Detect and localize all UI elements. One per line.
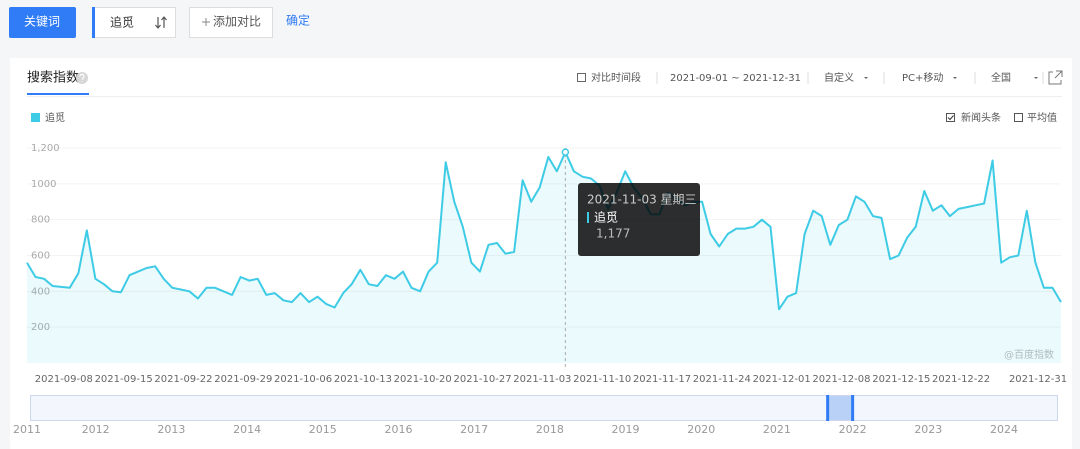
navigator-tick-label: 2021	[763, 423, 791, 436]
caret	[864, 77, 868, 79]
device-dropdown[interactable]: PC+移动	[902, 71, 943, 84]
navigator-tick-label: 2018	[536, 423, 564, 436]
y-tick-label: 600	[31, 251, 50, 262]
share-icon[interactable]	[1048, 70, 1063, 85]
tooltip-swatch	[587, 212, 589, 223]
caret	[953, 77, 957, 79]
navigator-tick-label: 2019	[612, 423, 640, 436]
average-label[interactable]: 平均值	[1027, 111, 1057, 124]
x-tick-label: 2021-11-24	[693, 374, 751, 385]
x-tick-label: 2021-10-06	[274, 374, 332, 385]
keyword-button-label[interactable]: 关键词	[24, 15, 60, 29]
date-range[interactable]: 2021-09-01 ~ 2021-12-31	[670, 73, 801, 84]
news-label[interactable]: 新闻头条	[961, 111, 1001, 124]
navigator-tick-label: 2011	[13, 423, 41, 436]
x-tick-label: 2021-11-17	[633, 374, 691, 385]
confirm-link[interactable]: 确定	[286, 13, 310, 28]
sort-icon[interactable]	[155, 16, 167, 29]
navigator-tick-label: 2020	[687, 423, 715, 436]
tooltip-title: 2021-11-03 星期三	[587, 193, 697, 207]
navigator-handle[interactable]	[826, 395, 830, 421]
tooltip-series: 追觅	[594, 210, 618, 225]
navigator-tick-label: 2022	[839, 423, 867, 436]
plus-icon	[202, 18, 210, 26]
keyword-text[interactable]: 追觅	[110, 15, 134, 30]
input-accent	[92, 7, 95, 38]
navigator-tick-label: 2013	[157, 423, 185, 436]
compare-checkbox[interactable]	[577, 73, 586, 82]
navigator-tick-label: 2017	[460, 423, 488, 436]
navigator-tick-label: 2016	[384, 423, 412, 436]
legend-label: 追觅	[45, 111, 65, 124]
watermark: @百度指数	[1004, 348, 1054, 361]
custom-dropdown[interactable]: 自定义	[824, 71, 854, 84]
plot: 200 400 600 800 1000 1,200 2021-09-08 2021-09-1…	[13, 111, 1067, 436]
navigator-selection	[827, 396, 853, 420]
tooltip-value: 1,177	[596, 227, 630, 241]
navigator	[30, 395, 1058, 421]
y-tick-label: 1000	[31, 179, 56, 190]
checkmark	[947, 115, 954, 121]
y-tick-label: 400	[31, 286, 50, 297]
x-tick-label: 2021-09-22	[154, 374, 212, 385]
x-tick-label: 2021-09-08	[35, 374, 93, 385]
compare-label[interactable]: 对比时间段	[591, 71, 641, 84]
help-glyph	[79, 73, 85, 82]
x-tick-label: 2021-12-22	[932, 374, 990, 385]
navigator-tick-label: 2014	[233, 423, 261, 436]
y-tick-label: 1,200	[31, 143, 60, 154]
tab-title[interactable]: 搜索指数	[27, 71, 79, 86]
tooltip-box	[578, 183, 700, 256]
keyword-input[interactable]	[92, 7, 176, 38]
keyword-button[interactable]	[9, 7, 76, 38]
x-tick-label: 2021-12-08	[812, 374, 870, 385]
news-checkbox[interactable]	[946, 113, 955, 122]
x-tick-label: 2021-12-15	[872, 374, 930, 385]
navigator-tick-label: 2024	[990, 423, 1018, 436]
x-tick-label: 2021-11-10	[573, 374, 631, 385]
navigator-tick-label: 2015	[309, 423, 337, 436]
hover-point	[561, 148, 570, 156]
x-tick-label: 2021-12-31	[1009, 374, 1067, 385]
navigator-handle[interactable]	[851, 395, 855, 421]
x-tick-label: 2021-12-01	[753, 374, 811, 385]
area-fill	[27, 152, 1061, 363]
y-tick-label: 800	[31, 215, 50, 226]
x-tick-label: 2021-10-13	[334, 374, 392, 385]
x-tick-label: 2021-09-29	[214, 374, 272, 385]
line	[26, 151, 1062, 311]
x-tick-label: 2021-09-15	[95, 374, 153, 385]
add-compare-label[interactable]: 添加对比	[213, 15, 261, 29]
region-dropdown[interactable]: 全国	[991, 71, 1011, 84]
x-tick-label: 2021-10-27	[453, 374, 511, 385]
panel	[10, 58, 1072, 449]
average-checkbox[interactable]	[1014, 113, 1023, 122]
add-compare-button[interactable]	[189, 7, 273, 38]
navigator-tick-label: 2012	[82, 423, 110, 436]
y-tick-label: 200	[31, 322, 50, 333]
caret	[1034, 77, 1038, 79]
navigator-tick-label: 2023	[914, 423, 942, 436]
legend-swatch	[31, 113, 40, 122]
x-tick-label: 2021-10-20	[394, 374, 452, 385]
tab-underline	[27, 93, 89, 95]
x-tick-label: 2021-11-03	[513, 374, 571, 385]
